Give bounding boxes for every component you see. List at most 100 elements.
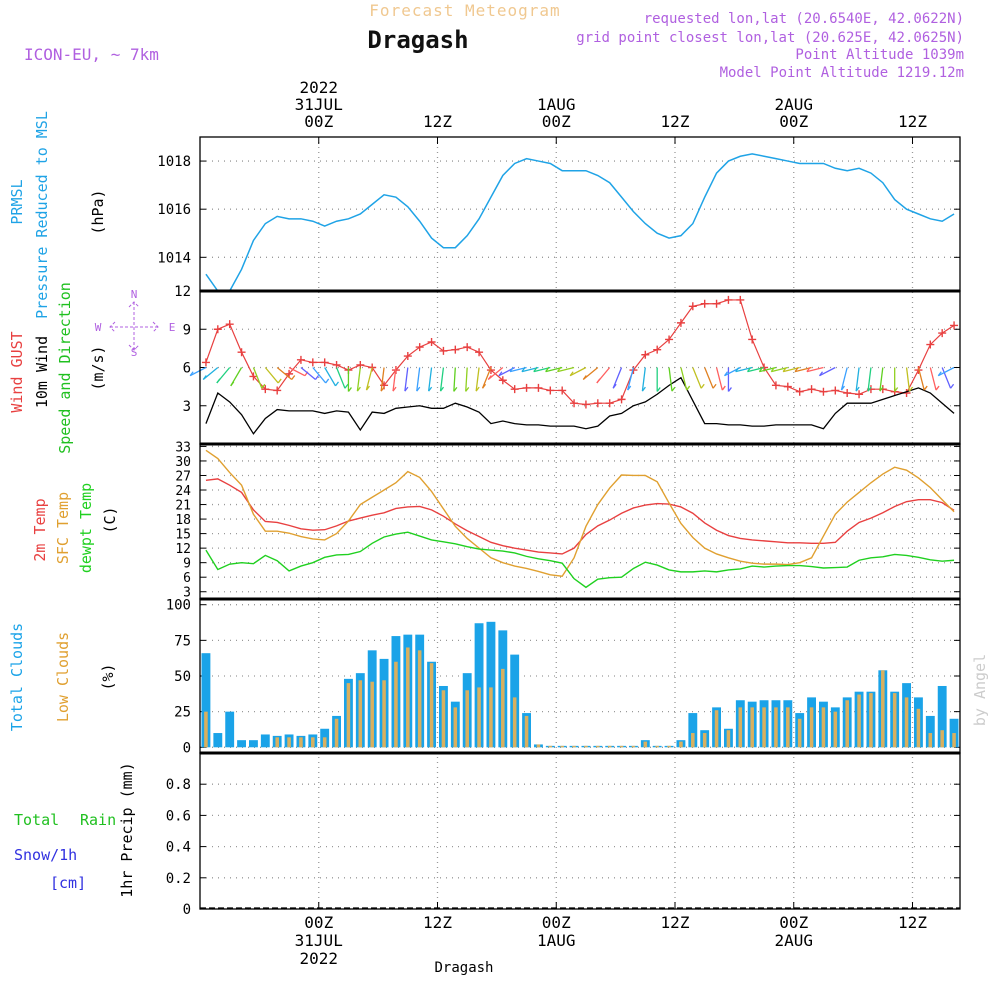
wind-arrow [937, 366, 955, 377]
gust-marker [415, 343, 424, 352]
y-tick-label: 6 [183, 361, 191, 377]
wind-arrow [641, 367, 646, 392]
time-label-bottom: 1AUG [537, 931, 576, 950]
y-tick-label: 1016 [157, 202, 191, 218]
wind-arrow [428, 367, 433, 392]
low-cloud-bar [691, 733, 695, 748]
wind-arrow [356, 367, 361, 392]
time-label-bottom: 12Z [898, 913, 927, 932]
wind-arrow-head [727, 387, 732, 392]
gust-marker [213, 325, 222, 334]
wind-arrow-head [392, 386, 397, 392]
gust-marker [498, 376, 507, 385]
sfc-temp-line [205, 449, 955, 577]
wind-arrow [855, 367, 860, 392]
wind-arrow-head [440, 386, 445, 392]
wind-arrow-head [596, 378, 601, 384]
wind-arrow-head [855, 386, 860, 392]
wind-arrow [465, 367, 468, 392]
wind-arrow-head [612, 383, 617, 389]
low-cloud-bar [429, 663, 434, 748]
gust-line [205, 299, 955, 406]
wind-arrow [453, 367, 456, 392]
wind-arrow [627, 367, 635, 391]
compass-w: W [95, 321, 102, 334]
gust-marker [843, 389, 852, 397]
low-cloud-bar [952, 733, 956, 748]
gust-marker [225, 320, 234, 329]
wind-arrow [202, 366, 219, 381]
wind-arrow-head [700, 383, 705, 389]
time-label-bottom: 31JUL [295, 931, 343, 950]
gust-marker [201, 358, 210, 367]
gust-marker [522, 383, 531, 392]
wind-arrow-head [746, 367, 752, 373]
time-label-top: 00Z [542, 112, 571, 131]
gust-marker [700, 299, 709, 308]
low-cloud-bar [394, 661, 398, 748]
gust-marker [736, 295, 745, 304]
y-tick-label: 0.2 [166, 871, 191, 887]
total-cloud-bar [925, 715, 935, 748]
wind-arrow-head [937, 371, 942, 377]
y-tick-label: 33 [175, 440, 191, 455]
gust-marker [273, 386, 282, 395]
gust-marker [486, 366, 495, 375]
gust-marker [938, 329, 947, 338]
wind-arrow [288, 366, 306, 377]
low-cloud-bar [548, 745, 553, 748]
low-cloud-bar [857, 694, 861, 748]
wind-arrow [806, 366, 824, 373]
wind-arrow [312, 367, 327, 384]
gust-marker [783, 382, 792, 391]
gust-marker [320, 358, 329, 367]
legend-rain: Rain [80, 811, 116, 829]
low-cloud-bar [489, 687, 493, 748]
time-label-top: 00Z [304, 112, 333, 131]
wind-arrow [569, 366, 587, 377]
gust-marker [724, 295, 733, 304]
low-cloud-bar [572, 745, 576, 748]
time-label-top: 31JUL [295, 95, 343, 114]
time-label-top: 12Z [898, 112, 927, 131]
wind-arrow [941, 367, 952, 389]
y-tick-label: 12 [174, 284, 191, 300]
temp-unit: (C) [101, 506, 119, 533]
wind-arrow-head [758, 367, 763, 373]
pressure-y-ticks: 1014 1016 1018 [157, 154, 960, 266]
y-tick-label: 1018 [157, 154, 191, 170]
low-cloud-bar [845, 700, 849, 748]
panel-separator [200, 289, 960, 293]
footer-location-label: Dragash [434, 960, 493, 976]
wind-arrow-head [806, 367, 811, 373]
low-cloud-bar [892, 693, 897, 748]
y-tick-label: 0.4 [166, 840, 191, 856]
wind-arrow [324, 367, 337, 387]
gust-marker [831, 386, 840, 395]
gust-marker [605, 399, 614, 408]
wind-arrow-head [569, 371, 574, 377]
wind10m-line [205, 376, 955, 435]
low-cloud-bar [501, 668, 505, 748]
wind-arrow-head [380, 386, 385, 392]
low-cloud-bar [881, 670, 885, 748]
compass-s: S [131, 346, 138, 359]
gust-marker [712, 299, 721, 308]
model-label: ICON-EU, ~ 7km [24, 45, 159, 64]
pressure-frame [199, 136, 961, 292]
wind10m-ylabel: 10m Wind [33, 336, 51, 408]
low-cloud-bar [619, 745, 624, 748]
wind-arrow [439, 367, 445, 392]
total-cloud-bar [486, 621, 496, 748]
wind-arrow-head [487, 375, 492, 380]
low-cloud-bar [287, 737, 291, 748]
low-cloud-bar [322, 737, 327, 748]
wind-arrow-head [950, 383, 955, 389]
compass-e: E [169, 321, 176, 334]
gust-marker [617, 395, 626, 404]
gust-marker [558, 386, 567, 395]
y-tick-label: 12 [175, 542, 191, 557]
grid-lines [200, 137, 960, 910]
